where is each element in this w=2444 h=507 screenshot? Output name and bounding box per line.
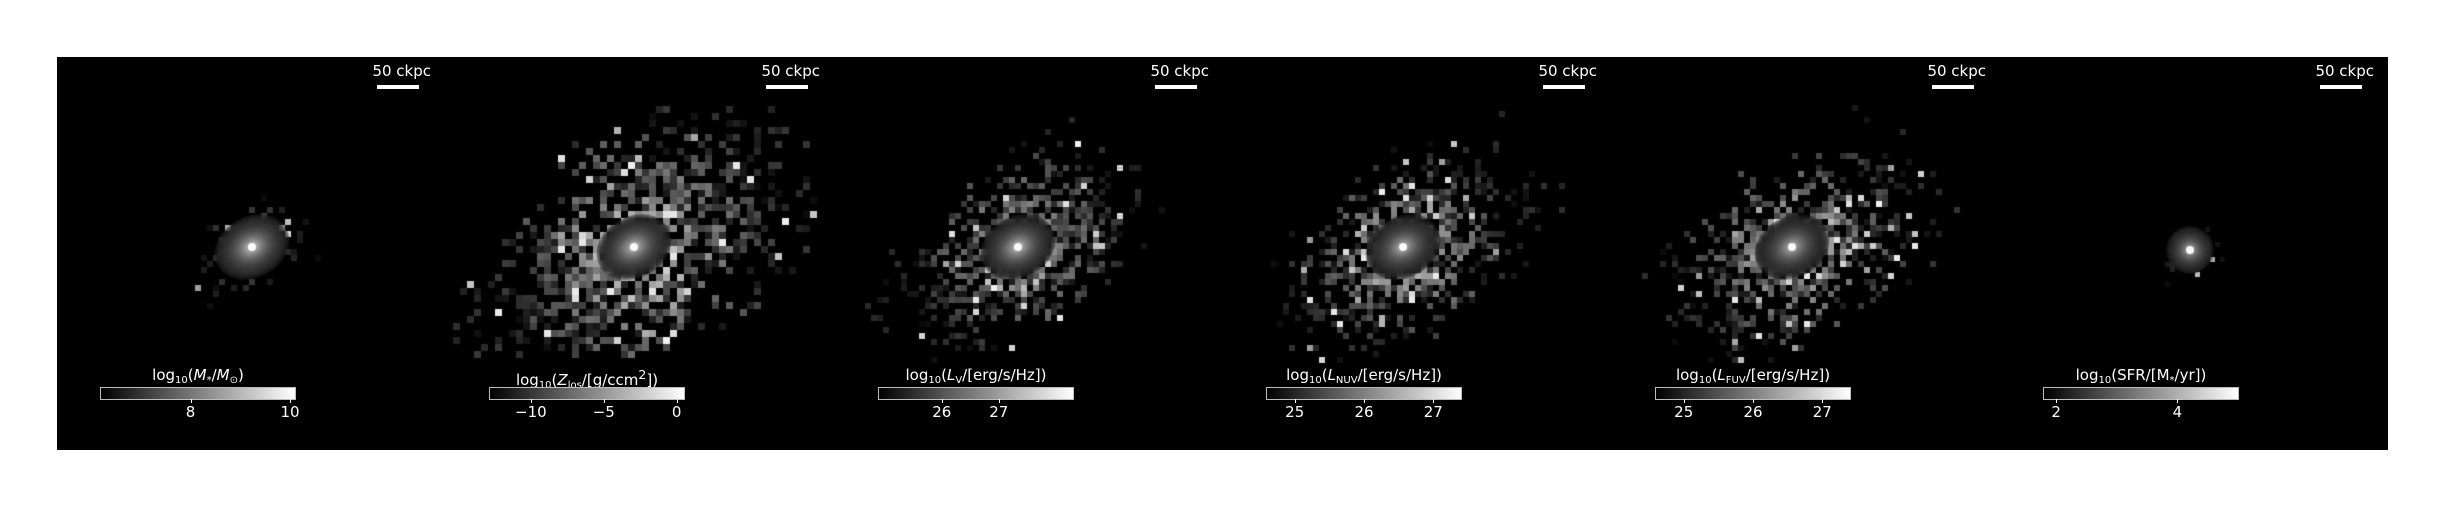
colorbar-tick (941, 399, 943, 403)
colorbar-tick (1753, 399, 1754, 403)
colorbar-tick-label: 4 (2172, 403, 2183, 421)
scale-label: 50 ckpc (1927, 62, 1986, 80)
scale-bar (1932, 85, 1974, 89)
colorbar-tick-label: 26 (932, 403, 952, 421)
colorbar-metal-column: log10(Zlos/[g/ccm2]) −10 −5 0 (490, 367, 684, 428)
map-image-luminosity-v (835, 57, 1223, 450)
map-panel-luminosity-nuv: 50 ckpc log10(LNUV/[erg/s/Hz]) 25 26 27 (1223, 57, 1611, 450)
scale-label: 50 ckpc (2315, 62, 2374, 80)
map-image-metal-column (446, 57, 834, 450)
colorbar-gradient (1656, 388, 1850, 399)
colorbar-tick-label: 27 (1423, 403, 1443, 421)
colorbar-tick-label: 25 (1674, 403, 1694, 421)
colorbar-label: log10(SFR/[M*/yr]) (2075, 366, 2207, 386)
scale-label: 50 ckpc (372, 62, 431, 80)
map-panel-metal-column: 50 ckpc log10(Zlos/[g/ccm2]) −10 −5 0 (446, 57, 834, 450)
colorbar-label: log10(LNUV/[erg/s/Hz]) (1286, 366, 1442, 386)
map-panel-star-formation-rate: 50 ckpc log10(SFR/[M*/yr]) 2 4 (2000, 57, 2388, 450)
scale-bar (2320, 85, 2362, 89)
scale-bar (1543, 85, 1585, 89)
scale-bar (377, 85, 419, 89)
colorbar-tick-label: 8 (185, 403, 196, 421)
colorbar-luminosity-nuv: log10(LNUV/[erg/s/Hz]) 25 26 27 (1267, 366, 1461, 428)
colorbar-tick-label: −10 (515, 403, 547, 421)
colorbar-gradient (490, 388, 684, 399)
scale-label: 50 ckpc (1538, 62, 1597, 80)
colorbar-luminosity-v: log10(LV/[erg/s/Hz]) 26 27 (879, 366, 1073, 428)
map-image-luminosity-fuv (1612, 57, 2000, 450)
colorbar-label: log10(LV/[erg/s/Hz]) (905, 366, 1047, 386)
colorbar-tick-label: 26 (1354, 403, 1374, 421)
colorbar-label: log10(LFUV/[erg/s/Hz]) (1675, 366, 1831, 386)
colorbar-gradient (101, 388, 295, 399)
colorbar-luminosity-fuv: log10(LFUV/[erg/s/Hz]) 25 26 27 (1656, 366, 1850, 428)
colorbar-tick (1822, 399, 1824, 403)
map-panel-luminosity-fuv: 50 ckpc log10(LFUV/[erg/s/Hz]) 25 26 27 (1612, 57, 2000, 450)
colorbar-tick (2177, 399, 2179, 403)
colorbar-tick (676, 399, 678, 403)
map-image-star-formation-rate (2000, 57, 2388, 450)
colorbar-tick-label: −5 (592, 403, 615, 421)
scale-label: 50 ckpc (1150, 62, 1209, 80)
scale-bar (1155, 85, 1197, 89)
colorbar-tick (603, 399, 605, 403)
colorbar-tick-label: 2 (2051, 403, 2061, 421)
colorbar-tick (290, 399, 292, 403)
colorbar-tick (1294, 399, 1296, 403)
map-image-stellar-mass (57, 57, 445, 450)
colorbar-label: log10(Zlos/[g/ccm2]) (515, 367, 659, 391)
colorbar-tick (1433, 399, 1435, 403)
colorbar-gradient (879, 388, 1073, 399)
colorbar-label: log10(M*/M⊙) (152, 366, 244, 386)
colorbar-gradient (1267, 388, 1461, 399)
colorbar-tick-label: 27 (1812, 403, 1832, 421)
colorbar-tick-label: 25 (1285, 403, 1305, 421)
colorbar-tick (998, 399, 1000, 403)
colorbar-tick-label: 10 (280, 403, 300, 421)
colorbar-tick-label: 0 (671, 403, 682, 421)
colorbar-tick (190, 399, 192, 403)
map-image-luminosity-nuv (1223, 57, 1611, 450)
colorbar-tick (1683, 399, 1685, 403)
galaxy-maps-figure: 50 ckpc log10(M*/M⊙) 8 10 50 ckpc log10(Zlos/… (57, 57, 2388, 450)
colorbar-gradient (2044, 388, 2238, 399)
colorbar-star-formation-rate: log10(SFR/[M*/yr]) 2 4 (2044, 366, 2238, 428)
colorbar-tick-label: 27 (989, 403, 1009, 421)
map-panel-stellar-mass: 50 ckpc log10(M*/M⊙) 8 10 (57, 57, 445, 450)
scale-bar (766, 85, 808, 89)
colorbar-stellar-mass: log10(M*/M⊙) 8 10 (101, 366, 300, 428)
map-panel-luminosity-v: 50 ckpc log10(LV/[erg/s/Hz]) 26 27 (835, 57, 1223, 450)
scale-label: 50 ckpc (761, 62, 820, 80)
colorbar-tick (530, 399, 532, 403)
colorbar-tick-label: 26 (1743, 403, 1763, 421)
colorbar-tick (2056, 399, 2058, 403)
colorbar-tick (1364, 399, 1365, 403)
